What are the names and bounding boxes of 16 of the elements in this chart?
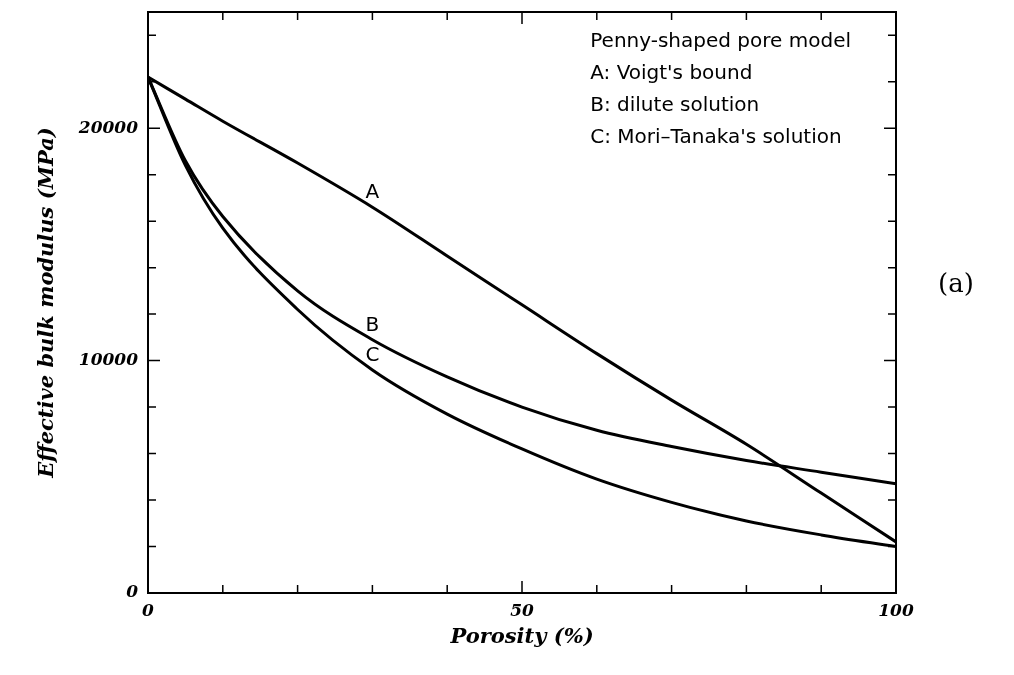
x-axis-title: Porosity (%) xyxy=(449,622,594,648)
series-label: A xyxy=(365,179,380,204)
x-tick-label: 50 xyxy=(510,599,534,620)
annotation: Penny-shaped pore model xyxy=(590,28,851,53)
annotation: C: Mori–Tanaka's solution xyxy=(590,124,842,149)
y-tick-label: 0 xyxy=(126,581,139,602)
y-tick-label: 10000 xyxy=(78,349,139,370)
annotation: A: Voigt's bound xyxy=(590,60,753,85)
x-tick-label: 0 xyxy=(142,599,155,620)
text: (a) xyxy=(938,267,974,298)
annotation: B: dilute solution xyxy=(590,92,760,117)
series-label: C xyxy=(365,342,380,367)
series-label: B xyxy=(365,311,380,336)
x-tick-label: 100 xyxy=(878,599,914,620)
y-axis-title: Effective bulk modulus (MPa) xyxy=(33,127,59,479)
y-tick-label: 20000 xyxy=(77,116,139,137)
